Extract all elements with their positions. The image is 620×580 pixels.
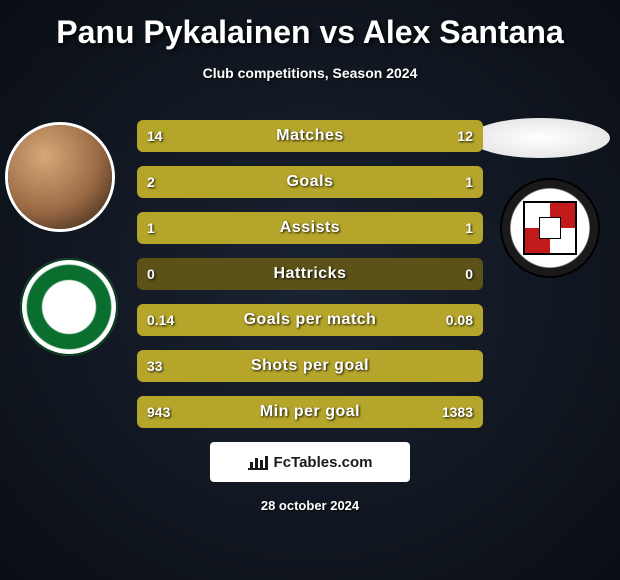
stat-value-right: 1383 (442, 396, 473, 428)
crest-shield-icon (523, 201, 577, 255)
footer-date: 28 october 2024 (0, 498, 620, 513)
stat-row: 1 Assists 1 (137, 212, 483, 244)
stat-row: 2 Goals 1 (137, 166, 483, 198)
stat-value-right: 1 (465, 166, 473, 198)
stat-label: Hattricks (137, 258, 483, 290)
player1-name: Panu Pykalainen (56, 14, 310, 50)
stat-row: 0.14 Goals per match 0.08 (137, 304, 483, 336)
stat-value-right: 0.08 (446, 304, 473, 336)
player2-club-crest (500, 178, 600, 278)
page-title: Panu Pykalainen vs Alex Santana (0, 0, 620, 51)
stat-value-right: 12 (457, 120, 473, 152)
brand-text: FcTables.com (274, 454, 373, 471)
brand-badge: FcTables.com (210, 442, 410, 482)
stat-row: 33 Shots per goal (137, 350, 483, 382)
stat-label: Assists (137, 212, 483, 244)
player2-name: Alex Santana (363, 14, 564, 50)
player1-club-crest (20, 258, 118, 356)
stat-label: Shots per goal (137, 350, 483, 382)
stat-row: 0 Hattricks 0 (137, 258, 483, 290)
stat-label: Goals (137, 166, 483, 198)
stat-row: 14 Matches 12 (137, 120, 483, 152)
stat-value-right: 1 (465, 212, 473, 244)
player2-avatar (470, 118, 610, 158)
chart-icon (248, 454, 268, 470)
stat-label: Goals per match (137, 304, 483, 336)
stat-row: 943 Min per goal 1383 (137, 396, 483, 428)
player1-avatar (8, 125, 112, 229)
stat-value-right: 0 (465, 258, 473, 290)
vs-separator: vs (319, 14, 355, 50)
stat-label: Matches (137, 120, 483, 152)
subtitle: Club competitions, Season 2024 (0, 65, 620, 81)
stat-label: Min per goal (137, 396, 483, 428)
stats-container: 14 Matches 12 2 Goals 1 1 Assists 1 0 Ha… (137, 120, 483, 442)
